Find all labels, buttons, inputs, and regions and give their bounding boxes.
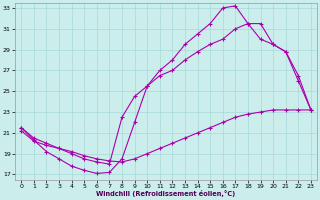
X-axis label: Windchill (Refroidissement éolien,°C): Windchill (Refroidissement éolien,°C) [96, 190, 236, 197]
